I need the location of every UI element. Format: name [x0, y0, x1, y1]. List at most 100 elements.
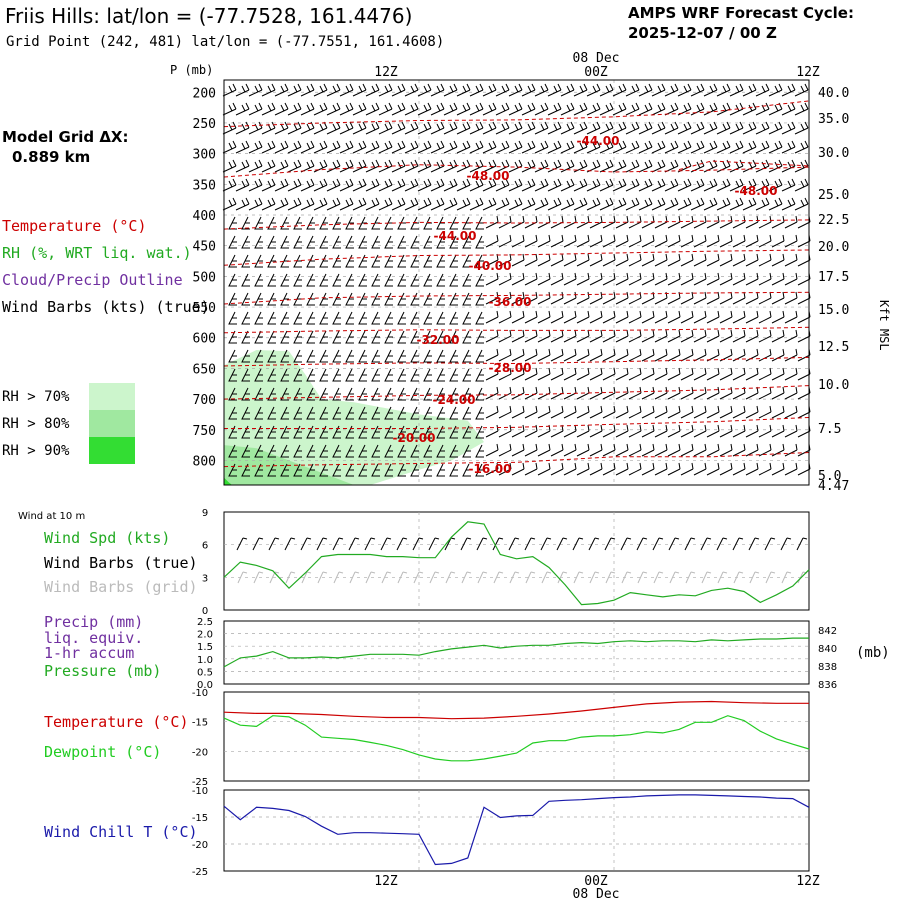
wind-barb: [524, 386, 538, 400]
wind-barb: [313, 102, 328, 116]
wind-barb: [758, 348, 772, 362]
wind-barb: [771, 462, 785, 476]
wind-barb: [306, 368, 315, 382]
wind-barb: [254, 273, 263, 287]
wind-barbs-grid-label: Wind Barbs (grid): [44, 578, 198, 596]
wind-barb: [498, 291, 512, 305]
wind-barb: [475, 444, 484, 458]
wind-barb: [267, 292, 276, 306]
wind-barb: [638, 140, 653, 154]
wind-barb: [781, 83, 796, 97]
wind-barb: [267, 444, 276, 458]
wind-barb: [706, 405, 720, 419]
wind-barb-true: [748, 537, 760, 551]
wind-barb: [280, 216, 289, 230]
wind-barb: [745, 386, 759, 400]
wind-barb: [667, 405, 681, 419]
wind-barb: [293, 463, 302, 477]
wind-barb: [667, 272, 681, 286]
wind-barb-grid: [685, 571, 696, 584]
wind-barb: [706, 462, 720, 476]
wind-barb: [667, 348, 681, 362]
wind-barb: [524, 310, 538, 324]
wind-barb: [313, 121, 328, 135]
pressure-tick-label: 300: [193, 148, 216, 163]
wind-barb: [345, 273, 354, 287]
wind-barb: [771, 310, 785, 324]
wind-barb-grid: [749, 571, 760, 584]
wind-barb: [534, 102, 549, 116]
wind-barb: [719, 291, 733, 305]
wind-barb: [410, 444, 419, 458]
wind-barb: [521, 178, 536, 192]
wind-barb: [680, 462, 694, 476]
wind-barb: [391, 178, 406, 192]
wind-barb: [495, 140, 510, 154]
wind-barb: [475, 387, 484, 401]
wind-barb: [550, 367, 564, 381]
wind-barb: [560, 159, 575, 173]
wind-barb: [462, 311, 471, 325]
wind-barb: [469, 178, 484, 192]
wind-barb: [222, 83, 237, 97]
wind-barb: [384, 425, 393, 439]
wind-barb: [664, 197, 679, 211]
wind-barb-grid: [445, 571, 456, 584]
wind-barb: [794, 197, 809, 211]
wind-barb: [706, 234, 720, 248]
wind-barb: [293, 273, 302, 287]
wind-barb: [326, 178, 341, 192]
wind-barb: [719, 386, 733, 400]
wind-barb: [638, 178, 653, 192]
wind-barb: [745, 424, 759, 438]
wind-barb: [573, 83, 588, 97]
wind-barb: [449, 463, 458, 477]
wind-barb: [371, 368, 380, 382]
wind-barb: [306, 273, 315, 287]
wind-barb: [706, 443, 720, 457]
wind-barb-grid: [669, 571, 680, 584]
wind-barb: [628, 348, 642, 362]
wind-barb: [241, 444, 250, 458]
wind-barb: [758, 443, 772, 457]
wind-barb: [690, 178, 705, 192]
wind-barb: [352, 102, 367, 116]
wind-barb: [508, 178, 523, 192]
wind-barb: [797, 386, 811, 400]
wind-barb: [469, 102, 484, 116]
wind-barb: [241, 425, 250, 439]
wind-barb: [794, 140, 809, 154]
dewpoint-label: Dewpoint (°C): [44, 743, 161, 761]
wind-barb: [326, 159, 341, 173]
wind-barb-true: [620, 537, 632, 551]
wind-barb: [784, 348, 798, 362]
wind-barb: [745, 367, 759, 381]
wind-barb: [449, 368, 458, 382]
wind-barb: [784, 367, 798, 381]
wind-barb: [228, 273, 237, 287]
pressure-tick-label: 842: [818, 626, 837, 637]
wind-barb: [576, 405, 590, 419]
wind-barb: [319, 311, 328, 325]
panel-tick-label: -20: [192, 747, 208, 758]
wind-barb-grid: [765, 571, 776, 584]
wind-barb: [384, 444, 393, 458]
bottom-date-label: 08 Dec: [573, 887, 620, 900]
wind-barb: [345, 311, 354, 325]
wind-barb: [625, 140, 640, 154]
pressure-tick-label: 400: [193, 209, 216, 224]
wind-barb: [615, 462, 629, 476]
wind-barb: [495, 197, 510, 211]
wind-barb: [485, 291, 499, 305]
wind-barb: [397, 349, 406, 363]
wind-barb: [235, 159, 250, 173]
wind-barb: [797, 291, 811, 305]
wind-barb: [615, 386, 629, 400]
panel-tick-label: -20: [192, 840, 208, 851]
wind-barb: [589, 424, 603, 438]
wind-barb: [339, 197, 354, 211]
wind-barb: [690, 102, 705, 116]
wind-barb: [732, 253, 746, 267]
wind-barb: [352, 159, 367, 173]
